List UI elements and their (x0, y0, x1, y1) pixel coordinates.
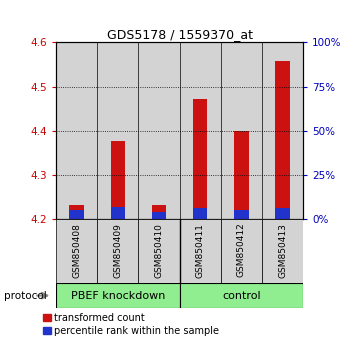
Bar (275, 61, 290, 219)
Bar (56, 42, 97, 219)
Bar (110, 207, 125, 219)
Bar (110, 141, 125, 219)
Bar (262, 219, 303, 283)
Bar (152, 205, 166, 219)
Bar (138, 219, 180, 283)
Text: protocol: protocol (4, 291, 46, 301)
Text: GSM850409: GSM850409 (113, 223, 122, 278)
Bar (221, 219, 262, 283)
Bar (262, 42, 303, 219)
Bar (193, 208, 208, 219)
Text: PBEF knockdown: PBEF knockdown (71, 291, 165, 301)
Bar (180, 42, 221, 219)
Text: GSM850408: GSM850408 (72, 223, 81, 278)
Bar (275, 208, 290, 219)
Bar (56, 219, 97, 283)
Bar (193, 99, 208, 219)
Bar (234, 210, 249, 219)
Bar (180, 219, 221, 283)
Legend: transformed count, percentile rank within the sample: transformed count, percentile rank withi… (43, 313, 219, 336)
Bar (69, 205, 84, 219)
Text: GSM850413: GSM850413 (278, 223, 287, 278)
Bar (69, 210, 84, 219)
Bar (180, 283, 303, 308)
Bar (56, 283, 180, 308)
Text: control: control (222, 291, 261, 301)
Bar (152, 212, 166, 219)
Bar (97, 42, 138, 219)
Bar (138, 42, 180, 219)
Title: GDS5178 / 1559370_at: GDS5178 / 1559370_at (106, 28, 253, 41)
Text: GSM850410: GSM850410 (155, 223, 164, 278)
Text: GSM850411: GSM850411 (196, 223, 205, 278)
Bar (97, 219, 138, 283)
Text: GSM850412: GSM850412 (237, 223, 246, 278)
Bar (234, 131, 249, 219)
Bar (221, 42, 262, 219)
